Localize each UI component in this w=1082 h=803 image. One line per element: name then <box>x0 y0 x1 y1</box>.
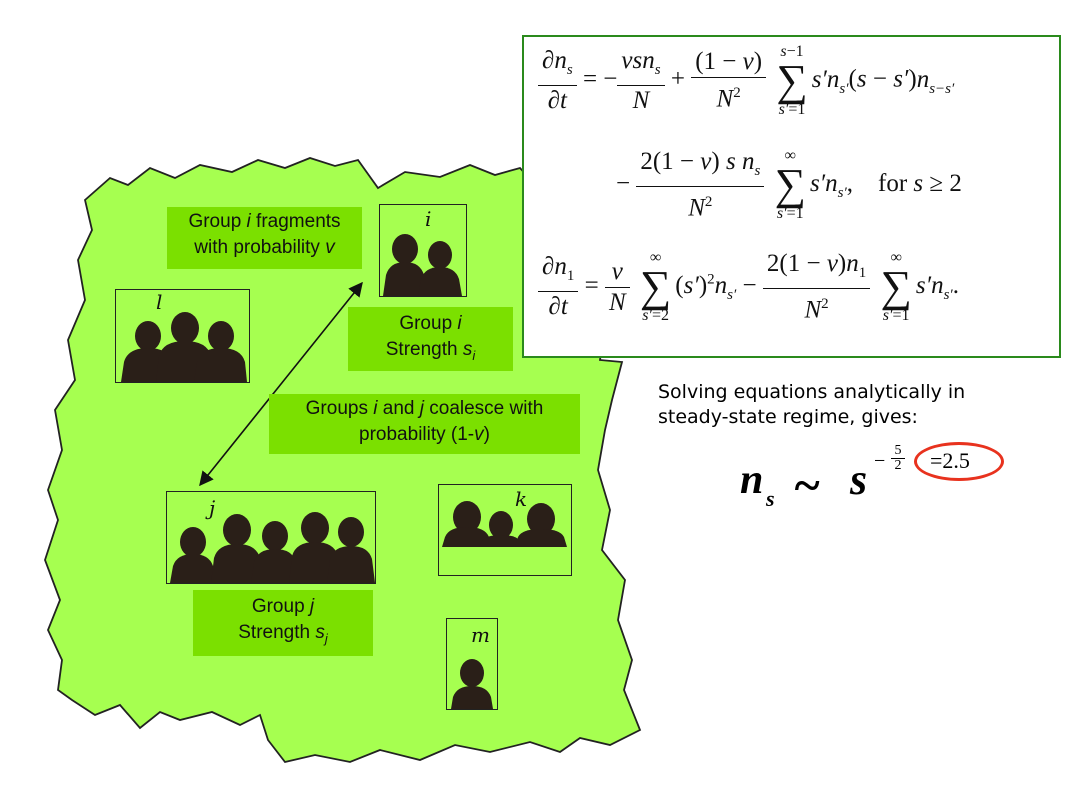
result-relation: ~ <box>793 459 821 512</box>
solution-caption: Solving equations analytically in steady… <box>658 380 965 430</box>
strength-j-symbol: s <box>315 622 325 643</box>
strength-i-sub: i <box>472 347 476 363</box>
silhouettes-icon <box>442 501 567 547</box>
strength-i-text: Strength <box>385 339 463 360</box>
group-i-text: Group <box>399 313 458 334</box>
fragment-prob-var: v <box>325 237 335 258</box>
group-k-frame: k <box>438 484 572 576</box>
group-l-tag: l <box>156 290 163 314</box>
coalesce-text-2: and <box>377 398 420 419</box>
result-exp-den: 2 <box>894 458 902 473</box>
caption-line-2: steady-state regime, gives: <box>658 406 918 428</box>
strength-j-text: Strength <box>238 622 316 643</box>
equation-line-2: − 2(1 − v) s ns N2 ∞ ∑ s′=1 s′ns′, for s ≥ 2 <box>616 147 962 223</box>
coalesce-arrow <box>199 281 363 487</box>
fragment-text-2: fragments <box>250 211 341 232</box>
result-base: s <box>850 455 868 504</box>
caption-line-1: Solving equations analytically in <box>658 381 966 403</box>
strength-i-symbol: s <box>462 339 473 360</box>
equation-box: ∂ns ∂t = − vsns N + (1 − v) N2 s−1 ∑ s′=1 s′ns′… <box>522 35 1061 358</box>
result-exp-sign: − <box>874 450 886 472</box>
fragment-text-3: with probability <box>194 237 326 258</box>
coalesce-text-3: coalesce with <box>423 398 544 419</box>
coalesce-var-j: j <box>419 398 424 419</box>
coalesce-text-4: probability (1- <box>359 424 475 445</box>
group-i-tag: i <box>425 207 432 231</box>
result-exp-frac: 5 2 <box>891 444 905 473</box>
group-l-frame: l <box>115 289 250 383</box>
silhouettes-icon <box>170 512 375 583</box>
fragment-label: Group i fragments with probability v <box>167 207 362 269</box>
coalesce-label: Groups i and j coalesce with probability… <box>269 394 580 454</box>
result-highlight: =2.5 <box>930 448 970 473</box>
coalesce-var-i: i <box>373 398 378 419</box>
silhouettes-icon <box>121 312 247 382</box>
coalesce-text-1: Groups <box>305 398 374 419</box>
group-j-text: Group <box>251 596 310 617</box>
equation-line-1: ∂ns ∂t = − vsns N + (1 − v) N2 s−1 ∑ s′=1 s′ns′… <box>538 43 954 119</box>
group-j-tag: j <box>209 496 216 520</box>
group-j-frame: j <box>166 491 376 584</box>
result-lhs-sub: s <box>766 486 775 511</box>
group-m-frame: m <box>446 618 498 710</box>
group-k-tag: k <box>515 487 528 511</box>
result-lhs: n <box>740 457 764 503</box>
result-exp-num: 5 <box>891 444 905 459</box>
silhouette-icon <box>451 659 493 709</box>
coalesce-text-5: ) <box>483 424 490 445</box>
group-m-tag: m <box>471 623 490 647</box>
group-j-var: j <box>309 596 315 617</box>
strength-j-sub: j <box>324 630 328 646</box>
fragment-var: i <box>246 211 251 232</box>
group-i-frame: i <box>379 204 467 297</box>
fragment-text-1: Group <box>188 211 247 232</box>
highlight-ring <box>914 442 1004 481</box>
silhouettes-icon <box>383 234 462 296</box>
power-law-result: n s ~ s − 5 2 =2.5 <box>738 442 1038 520</box>
group-j-label: Group j Strength sj <box>193 590 373 656</box>
group-i-var: i <box>457 313 462 334</box>
group-i-label: Group i Strength si <box>348 307 513 371</box>
coalesce-prob-var: v <box>474 424 484 445</box>
